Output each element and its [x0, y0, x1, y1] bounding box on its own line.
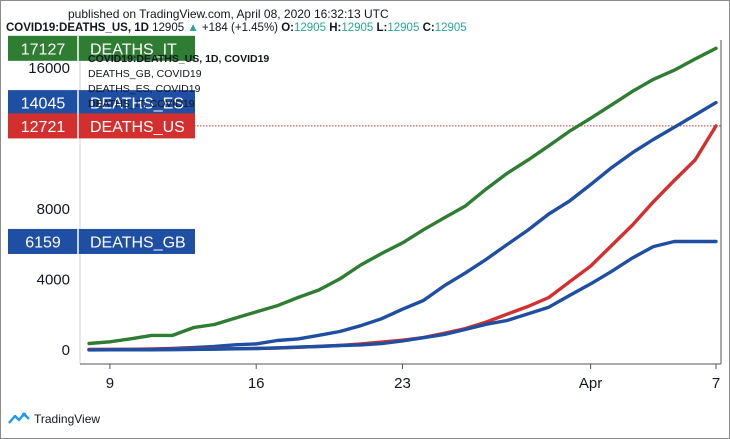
open-value: 12905 [294, 22, 326, 34]
legend-entry: DEATHS_IT, COVID19 [88, 98, 195, 110]
y-tick-label: 0 [62, 342, 70, 359]
badge-value: 6159 [25, 234, 61, 251]
series-line-deaths-es [87, 100, 718, 352]
low-label: L: [376, 22, 388, 34]
badge-label: DEATHS_GB [90, 234, 186, 251]
x-tick-label: Apr [579, 375, 602, 392]
badge-label: DEATHS_ES [90, 96, 184, 113]
badge-deaths-it [8, 35, 195, 61]
badge-value: 12721 [21, 119, 66, 136]
badge-deaths-gb [8, 228, 195, 254]
legend-entry: DEATHS_GB, COVID19 [88, 68, 202, 80]
change-arrow-icon: ▲ [187, 22, 199, 34]
brand-footer: TradingView [8, 412, 100, 426]
y-tick-label: 8000 [37, 201, 70, 218]
published-caption: published on TradingView.com, April 08, … [68, 7, 389, 21]
y-tick-label: 16000 [28, 60, 70, 77]
x-tick-label: 9 [106, 375, 114, 392]
open-label: O: [281, 22, 294, 34]
series-line-deaths-it [87, 46, 718, 346]
legend-entry: COVID19:DEATHS_US, 1D, COVID19 [88, 53, 269, 65]
badge-label: DEATHS_IT [90, 41, 177, 58]
badge-value: 17127 [21, 41, 66, 58]
change-value: +184 (+1.45%) [201, 22, 279, 34]
x-tick-label: 16 [248, 375, 265, 392]
close-label: C: [422, 22, 435, 34]
close-value: 12905 [434, 22, 467, 34]
symbol-label: COVID19:DEATHS_US, 1D [6, 22, 149, 34]
legend-entry: DEATHS_ES, COVID19 [88, 83, 201, 95]
badge-value: 14045 [21, 96, 66, 113]
high-label: H: [329, 22, 342, 34]
badge-deaths-us [8, 113, 195, 139]
tradingview-logo-icon [8, 412, 30, 424]
badge-deaths-es [8, 90, 195, 116]
low-value: 12905 [387, 22, 420, 34]
y-tick-label: 4000 [37, 271, 70, 288]
series-line-deaths-gb [87, 239, 718, 352]
high-value: 12905 [341, 22, 374, 34]
badge-label: DEATHS_US [90, 119, 185, 136]
x-tick-label: 7 [712, 375, 720, 392]
x-tick-label: 23 [394, 375, 411, 392]
last-value: 12905 [152, 22, 185, 34]
brand-name: TradingView [34, 412, 101, 426]
symbol-ohlc-line: COVID19:DEATHS_US, 1D 12905 ▲ +184 (+1.4… [6, 22, 467, 34]
